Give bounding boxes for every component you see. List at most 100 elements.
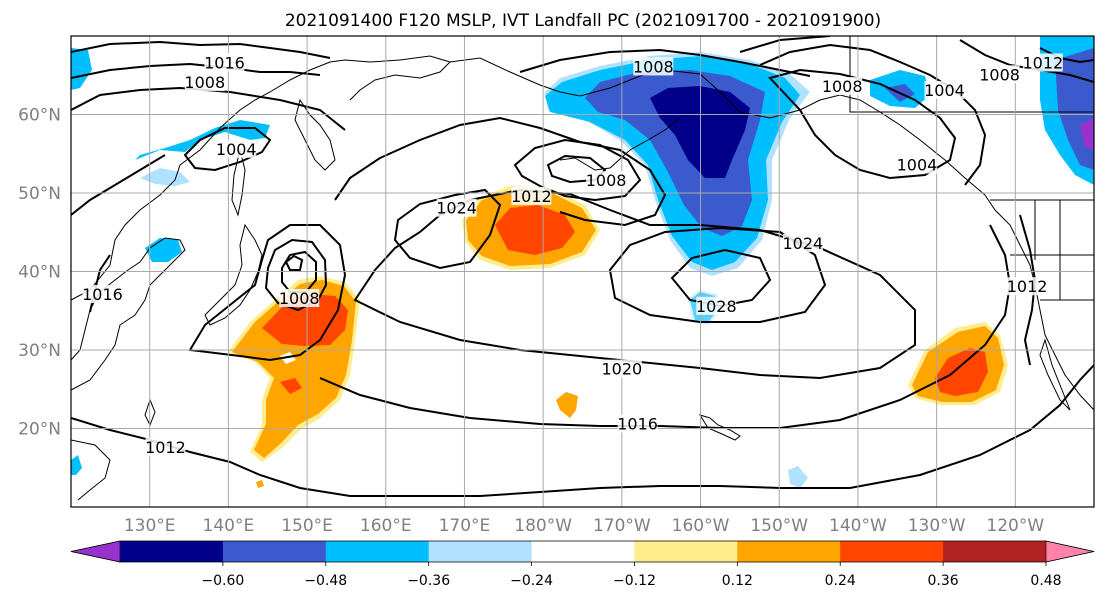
colorbar-segment	[634, 541, 738, 562]
isobar-1008-aleutian-low	[513, 138, 642, 202]
lon-label: 130°E	[124, 516, 176, 536]
isobar-label-bg	[617, 414, 658, 433]
ivt-positive-red-aleutian	[495, 205, 575, 255]
isobar-1000-japan-low	[284, 254, 304, 271]
ivt-shading	[71, 36, 1094, 488]
colorbar	[70, 540, 1095, 563]
isobar-label: 1008	[184, 73, 225, 92]
isobar-1004-okhotsk	[183, 127, 272, 172]
coast-baja	[1039, 338, 1071, 411]
ivt-positive-orange-tiny	[256, 480, 264, 488]
figure-title: 2021091400 F120 MSLP, IVT Landfall PC (2…	[285, 11, 881, 31]
colorbar-segment	[222, 541, 327, 562]
isobar-label: 1012	[1007, 277, 1048, 296]
lon-label: 170°W	[593, 516, 651, 536]
isobar-label-bg	[979, 65, 1020, 84]
colorbar-tick-label: −0.48	[304, 573, 347, 589]
colorbar-segment	[120, 541, 224, 562]
border-states	[1010, 200, 1094, 301]
isobar-1024-high-west	[393, 188, 502, 270]
isobar-label-bg	[601, 359, 642, 378]
coast-japan	[204, 223, 263, 326]
isobar-label-bg	[696, 296, 737, 315]
isobar-label: 1012	[145, 438, 186, 457]
colorbar-segment	[840, 541, 944, 562]
colorbar-tick-label: 0.36	[928, 573, 959, 589]
lat-label: 30°N	[18, 341, 61, 361]
lon-label: 170°E	[439, 516, 491, 536]
longitude-labels: 130°E 140°E 150°E 160°E 170°E 180°W 170°W 160°W…	[124, 516, 1045, 536]
ivt-negative-cyan-nw-corner	[71, 48, 92, 90]
coast-sakhalin	[231, 149, 246, 217]
ivt-positive-red-baja	[935, 348, 988, 396]
colorbar-tick-labels: −0.60 −0.48 −0.36 −0.24 −0.12 0.12 0.24 0.36 0.4…	[201, 562, 1062, 589]
ivt-negative-navy-alaska	[650, 86, 750, 178]
lon-label: 160°E	[360, 516, 412, 536]
coast-philippines	[71, 439, 111, 501]
lon-label: 180°W	[514, 516, 572, 536]
colorbar-extend-min	[70, 540, 121, 563]
isobar-label: 1012	[1022, 53, 1063, 72]
map-frame	[70, 35, 1095, 508]
isobar-label: 1012	[511, 187, 552, 206]
coast-kamchatka	[294, 98, 336, 171]
ivt-negative-cyan-japan-sea	[145, 238, 182, 262]
colorbar-segment	[531, 541, 635, 562]
isobar-1012-gulf	[739, 36, 831, 53]
ivt-negative-purple-ne-coast	[1080, 118, 1094, 150]
coast-aleutians	[559, 117, 681, 171]
isobar-1012-south	[71, 364, 1094, 497]
isobar-label-bg	[633, 57, 674, 76]
colorbar-tick-label: −0.60	[201, 573, 244, 589]
isobar-label: 1016	[204, 53, 245, 72]
coastlines	[71, 36, 1094, 501]
lat-label: 60°N	[18, 106, 61, 126]
isobar-label: 1024	[436, 199, 477, 218]
coast-asia-mainland	[71, 55, 451, 301]
isobar-1008-japan-low	[264, 238, 328, 312]
isobar-label-bg	[822, 77, 863, 96]
isobar-label-bg	[896, 155, 937, 174]
lat-label: 20°N	[18, 420, 61, 440]
isobar-1024-high-east	[608, 226, 827, 323]
colorbar-tick-label: 0.12	[722, 573, 753, 589]
latitude-labels: 20°N 30°N 40°N 50°N 60°N	[18, 106, 61, 440]
isobar-1016-north	[71, 40, 331, 59]
isobar-label: 1008	[633, 57, 674, 76]
colorbar-segment	[943, 541, 1047, 562]
isobar-label-bg	[924, 80, 965, 99]
ivt-negative-light-central	[788, 466, 808, 488]
lon-label: 140°W	[829, 516, 887, 536]
isobar-label-bg	[145, 438, 186, 457]
colorbar-tick-label: −0.12	[613, 573, 656, 589]
isobar-label-bg	[279, 288, 320, 307]
isobar-label: 1004	[924, 81, 965, 100]
colorbar-tick-label: 0.48	[1030, 573, 1061, 589]
isobar-label: 1008	[279, 289, 320, 308]
colorbar-segment	[737, 541, 841, 562]
colorbar-outline	[70, 540, 1095, 563]
isobar-label: 1008	[979, 65, 1020, 84]
coast-na-west	[984, 194, 1094, 411]
isobar-label-bg	[436, 198, 477, 217]
isobar-1004-japan-low	[281, 250, 317, 293]
isobar-label: 1008	[822, 77, 863, 96]
isobar-label-bg	[204, 53, 245, 72]
colorbar-segment	[325, 541, 430, 562]
isobar-label-bg	[782, 234, 823, 253]
colorbar-tick-label: −0.24	[510, 573, 553, 589]
border-us-canada	[849, 36, 1094, 113]
isobar-label: 1008	[586, 171, 627, 190]
ivt-negative-cyan-okhotsk	[135, 120, 270, 160]
isobar-label: 1024	[782, 234, 823, 253]
isobar-label: 1028	[696, 297, 737, 316]
coast-alaska	[449, 57, 986, 196]
isobar-label: 1016	[617, 415, 658, 434]
lon-label: 140°E	[203, 516, 255, 536]
isobar-label-bg	[184, 73, 225, 92]
ivt-positive-orange-midpacific	[556, 392, 578, 418]
isobar-label-bg	[1022, 53, 1063, 72]
lon-label: 120°W	[986, 516, 1044, 536]
lat-label: 40°N	[18, 263, 61, 283]
